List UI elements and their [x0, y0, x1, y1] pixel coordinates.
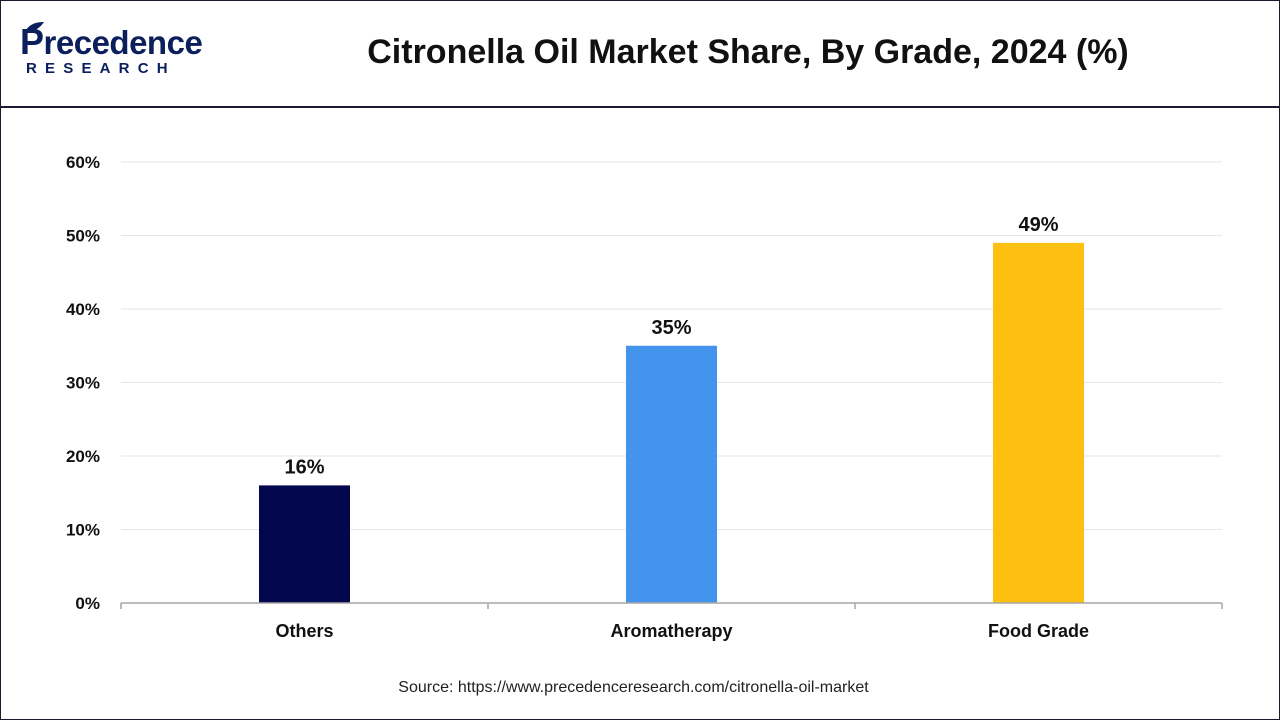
- y-tick-label: 20%: [66, 447, 100, 466]
- data-label: 35%: [651, 317, 691, 339]
- x-axis: Others Aromatherapy Food Grade: [120, 602, 1223, 641]
- data-label: 49%: [1018, 214, 1058, 236]
- x-tick-label: Food Grade: [988, 621, 1089, 641]
- data-label: 16%: [284, 456, 324, 478]
- source-text: Source: https://www.precedenceresearch.c…: [398, 679, 869, 696]
- logo-wordmark-text: recedence: [43, 24, 203, 61]
- bar-others: [259, 485, 350, 603]
- y-tick-label: 50%: [66, 227, 100, 246]
- x-tick-label: Others: [275, 621, 333, 641]
- brand-logo: Precedence RESEARCH: [20, 21, 220, 84]
- y-tick-label: 0%: [75, 594, 100, 613]
- header: Precedence RESEARCH Citronella Oil Marke…: [0, 0, 1280, 108]
- y-tick-label: 30%: [66, 374, 100, 393]
- y-tick-label: 60%: [66, 153, 100, 172]
- logo-wordmark: Precedence: [20, 21, 203, 62]
- y-axis-ticks: 0% 10% 20% 30% 40% 50% 60%: [66, 153, 100, 613]
- y-tick-label: 40%: [66, 300, 100, 319]
- leaf-icon: [24, 22, 44, 34]
- bar-food-grade: [993, 242, 1084, 603]
- x-tick-label: Aromatherapy: [610, 621, 732, 641]
- bar-aromatherapy: [626, 345, 717, 603]
- chart-title: Citronella Oil Market Share, By Grade, 2…: [367, 33, 1129, 71]
- logo-subtext: RESEARCH: [26, 60, 176, 77]
- bar-chart: 0% 10% 20% 30% 40% 50% 60% 16% 35% 49% Others Aro…: [66, 153, 1223, 641]
- bars: 16% 35% 49%: [259, 214, 1084, 603]
- y-tick-label: 10%: [66, 521, 100, 540]
